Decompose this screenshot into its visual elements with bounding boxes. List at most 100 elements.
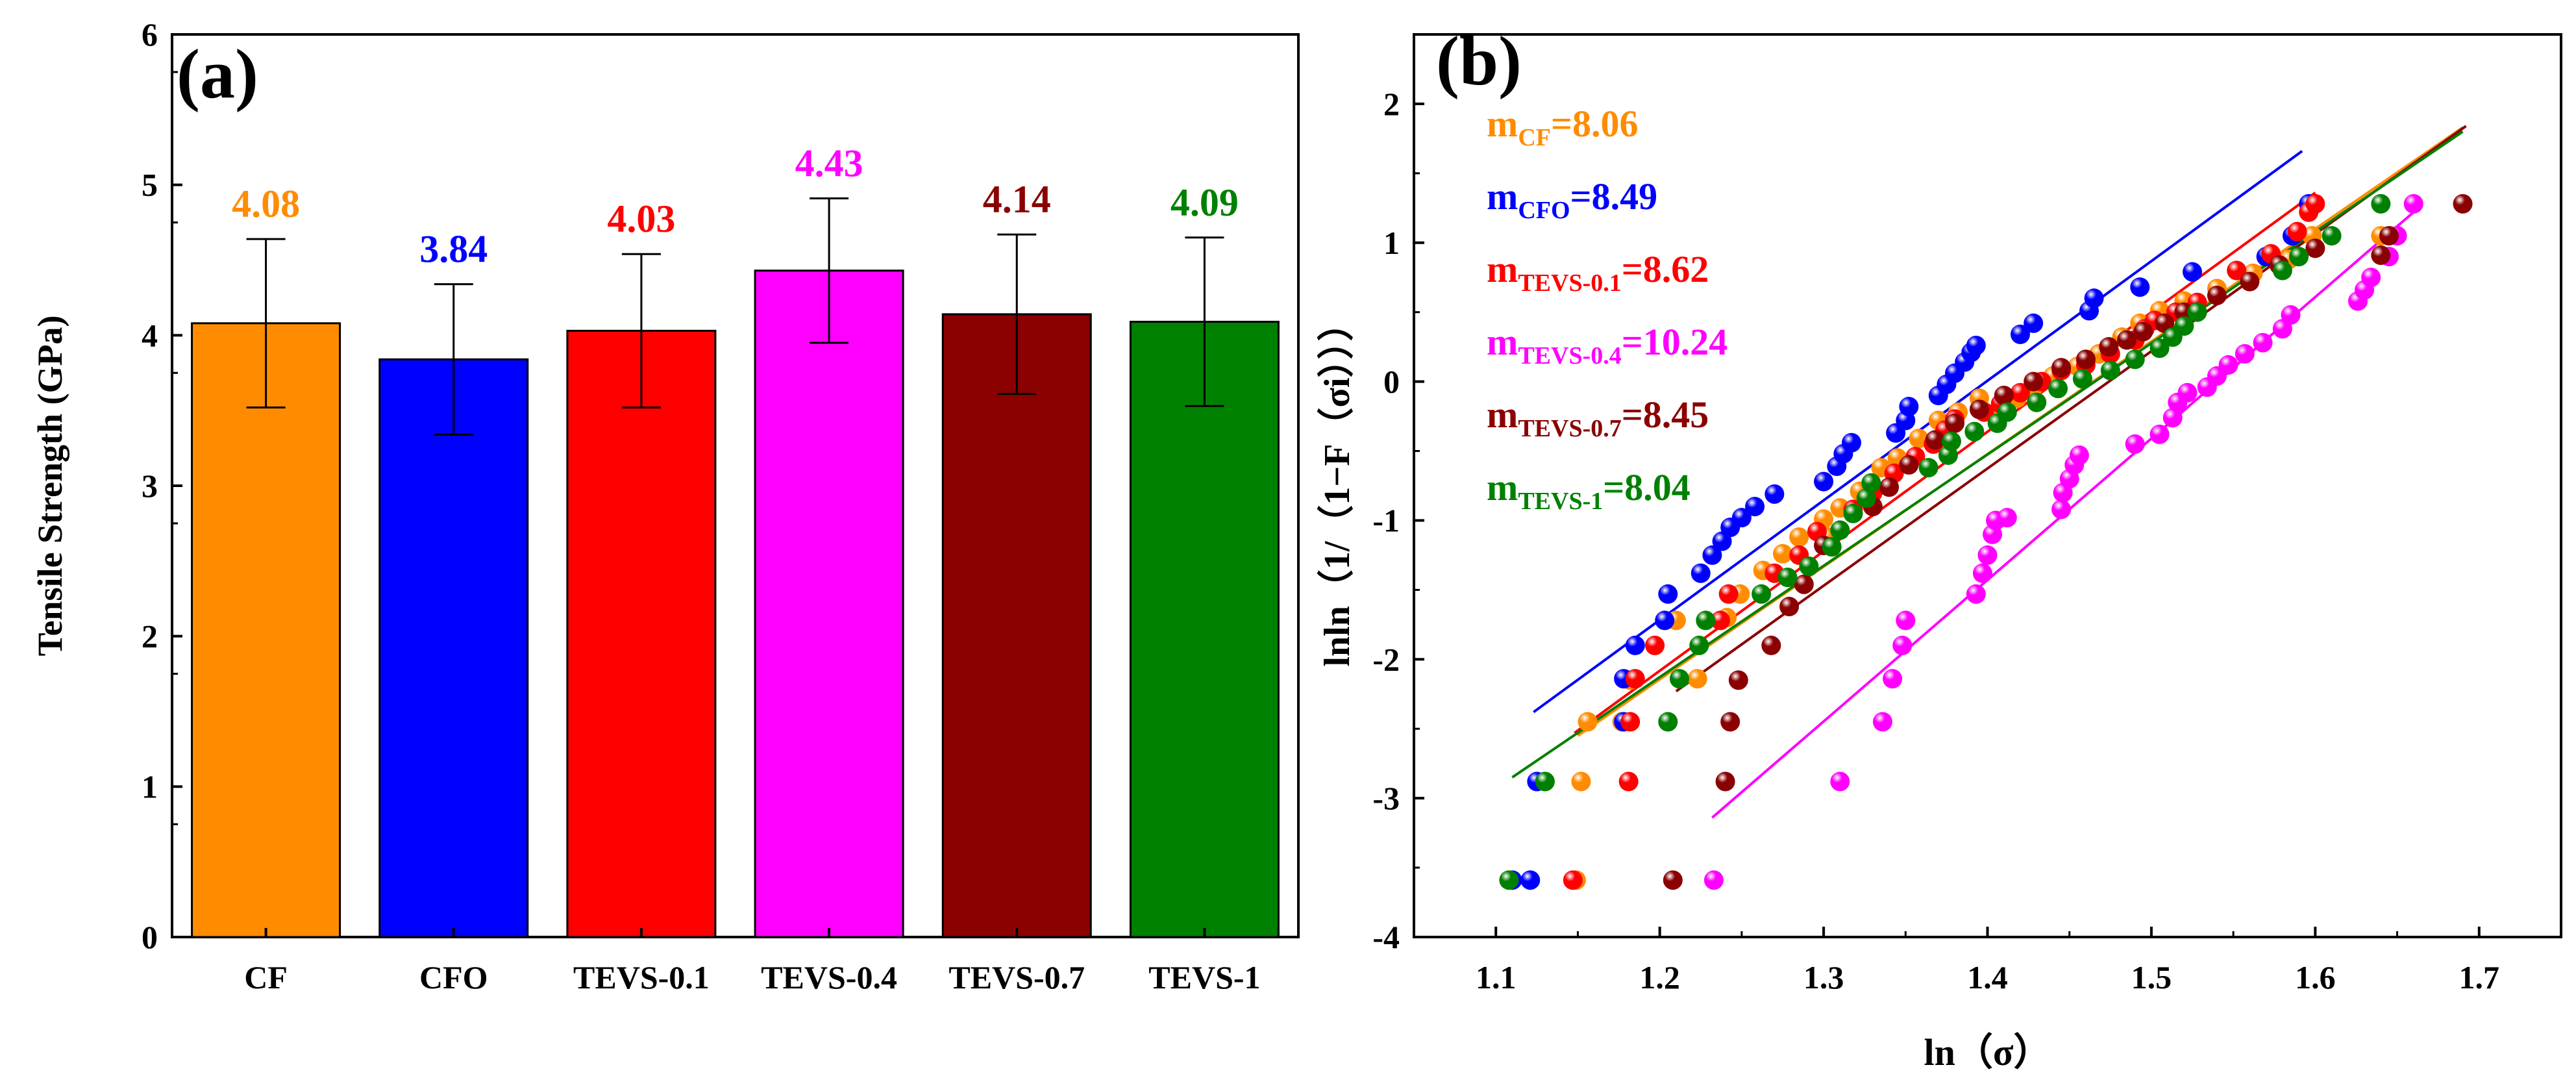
panel-b-point-tevs-04: [1966, 584, 1986, 604]
panel-a-x-tick-label: TEVS-0.7: [948, 959, 1085, 995]
panel-a-bar-tevs-1: [1129, 320, 1280, 938]
panel-b-point-cfo: [1841, 432, 1861, 453]
panel-a-y-tick-label: 2: [142, 618, 158, 655]
panel-b-point-tevs-04: [2235, 344, 2255, 364]
panel-b-point-cfo: [1765, 484, 1785, 504]
panel-b-legend-entry: mTEVS-1=8.04: [1487, 466, 1690, 515]
panel-b-point-tevs-07: [1779, 597, 1800, 617]
panel-b-point-cfo: [1731, 508, 1752, 528]
panel-a-y-tick-label: 5: [142, 167, 158, 203]
panel-b-point-tevs-04: [1703, 870, 1724, 890]
panel-b-y-axis-title: lnln（1/（1−F（σi）））: [1317, 305, 1357, 666]
panel-b-point-tevs-04: [2403, 194, 2423, 214]
panel-b-point-tevs-07: [1761, 635, 1781, 655]
legend-value: =8.49: [1570, 175, 1658, 218]
panel-b-point-tevs-07: [2133, 321, 2153, 342]
panel-b-plot-frame: [1413, 33, 2562, 938]
panel-b-x-axis-title: ln（σ）: [1924, 1031, 2051, 1073]
panel-b-point-tevs-07: [1715, 771, 1735, 792]
panel-b-point-tevs-01: [2305, 194, 2325, 214]
legend-value: =8.62: [1622, 248, 1709, 290]
panel-b-point-tevs-1: [2289, 247, 2309, 267]
panel-b-point-tevs-07: [2453, 194, 2473, 214]
legend-m: m: [1487, 394, 1518, 436]
panel-b-point-tevs-04: [2051, 499, 2072, 519]
panel-b-point-tevs-1: [1856, 488, 1876, 508]
panel-a-y-tick-label: 6: [142, 16, 158, 53]
panel-b-legend-entry: mCF=8.06: [1487, 103, 1639, 151]
panel-b-point-cfo: [2010, 324, 2030, 344]
panel-a-x-tick-label: TEVS-0.1: [573, 959, 710, 995]
panel-b-point-cf: [1772, 544, 1792, 564]
panel-b-point-tevs-04: [2361, 268, 2381, 288]
panel-b-point-cfo: [1899, 397, 1919, 417]
panel-b-y-tick-label: 0: [1383, 364, 1400, 400]
panel-b-x-tick-label: 1.1: [1476, 959, 1517, 995]
panel-a-bar-cf: [191, 322, 341, 938]
legend-m: m: [1487, 466, 1518, 508]
panel-b-point-cfo: [1655, 610, 1675, 631]
panel-b-point-tevs-04: [2162, 408, 2183, 428]
panel-b-point-tevs-07: [1728, 670, 1748, 690]
panel-b-y-tick-label: -3: [1372, 780, 1400, 816]
panel-b-point-tevs-04: [1972, 563, 1992, 583]
panel-b-point-tevs-1: [2174, 316, 2194, 336]
panel-b-point-tevs-04: [1872, 712, 1892, 732]
legend-m: m: [1487, 248, 1518, 290]
panel-b-point-tevs-04: [2069, 445, 2089, 465]
legend-subscript: CFO: [1518, 197, 1570, 224]
panel-b-point-cfo: [1966, 336, 1986, 356]
panel-b-point-tevs-07: [2117, 330, 2137, 350]
panel-b-point-cf: [1571, 771, 1591, 792]
legend-subscript: TEVS-1: [1518, 488, 1603, 515]
panel-b-point-tevs-1: [2272, 260, 2292, 281]
panel-b-point-tevs-1: [2149, 338, 2170, 358]
legend-subscript: TEVS-0.4: [1518, 342, 1621, 369]
panel-b-x-tick-label: 1.4: [1967, 959, 2008, 995]
panel-b-point-cf: [1909, 429, 1929, 449]
panel-b-point-cfo: [2024, 313, 2044, 333]
panel-a-value-label: 4.43: [795, 142, 863, 185]
panel-b-point-tevs-04: [1883, 669, 1903, 689]
panel-b-point-tevs-1: [2322, 226, 2342, 246]
panel-a-bar-tevs-0.1: [566, 329, 717, 938]
panel-b-point-tevs-07: [1794, 574, 1814, 594]
panel-b-point-cf: [1687, 669, 1707, 689]
panel-b-point-tevs-07: [2371, 245, 2391, 266]
panel-b-point-tevs-07: [2379, 226, 2399, 246]
panel-a-bar-cfo: [378, 358, 529, 938]
legend-value: =8.06: [1551, 103, 1639, 145]
panel-a-value-label: 4.14: [983, 178, 1051, 221]
panel-b-point-tevs-01: [1645, 635, 1665, 655]
panel-b-point-tevs-01: [1620, 712, 1641, 732]
panel-b-point-cfo: [1625, 635, 1645, 655]
panel-b-x-tick-label: 1.6: [2295, 959, 2336, 995]
panel-a-value-label: 3.84: [419, 228, 488, 271]
panel-b-y-tick-label: 1: [1383, 225, 1400, 261]
panel-a-bar-chart: (a) Tensile Strength (GPa) 0 1 2 3 4 5 6 4.08 CF…: [31, 16, 1300, 995]
panel-b-y-tick-label: -2: [1372, 641, 1400, 677]
panel-b-point-tevs-1: [1918, 458, 1938, 478]
panel-b-point-tevs-04: [1892, 635, 1913, 655]
panel-b-y-tick-label: -4: [1372, 919, 1400, 955]
panel-b-point-tevs-01: [1711, 610, 1731, 631]
legend-subscript: CF: [1518, 124, 1551, 151]
panel-a-value-label: 4.08: [232, 182, 300, 225]
panel-b-point-tevs-1: [1843, 503, 1863, 523]
panel-b-point-tevs-1: [1861, 473, 1881, 493]
panel-b-point-tevs-07: [2024, 371, 2044, 392]
panel-b-point-tevs-01: [2287, 221, 2307, 242]
legend-value: =8.04: [1603, 466, 1690, 508]
panel-b-point-tevs-01: [1563, 870, 1583, 890]
panel-b-point-tevs-1: [1964, 421, 1985, 442]
panel-b-point-cfo: [1814, 471, 1834, 492]
panel-b-point-tevs-1: [2125, 349, 2145, 369]
panel-a-y-tick-label: 3: [142, 468, 158, 504]
panel-b-x-tick-label: 1.2: [1639, 959, 1680, 995]
panel-a-x-tick-label: TEVS-0.4: [761, 959, 897, 995]
panel-b-legend-entry: mTEVS-0.4=10.24: [1487, 321, 1728, 369]
panel-a-y-tick-label: 1: [142, 768, 158, 805]
panel-b-point-tevs-04: [2281, 305, 2301, 325]
panel-a-value-label: 4.09: [1170, 181, 1239, 224]
